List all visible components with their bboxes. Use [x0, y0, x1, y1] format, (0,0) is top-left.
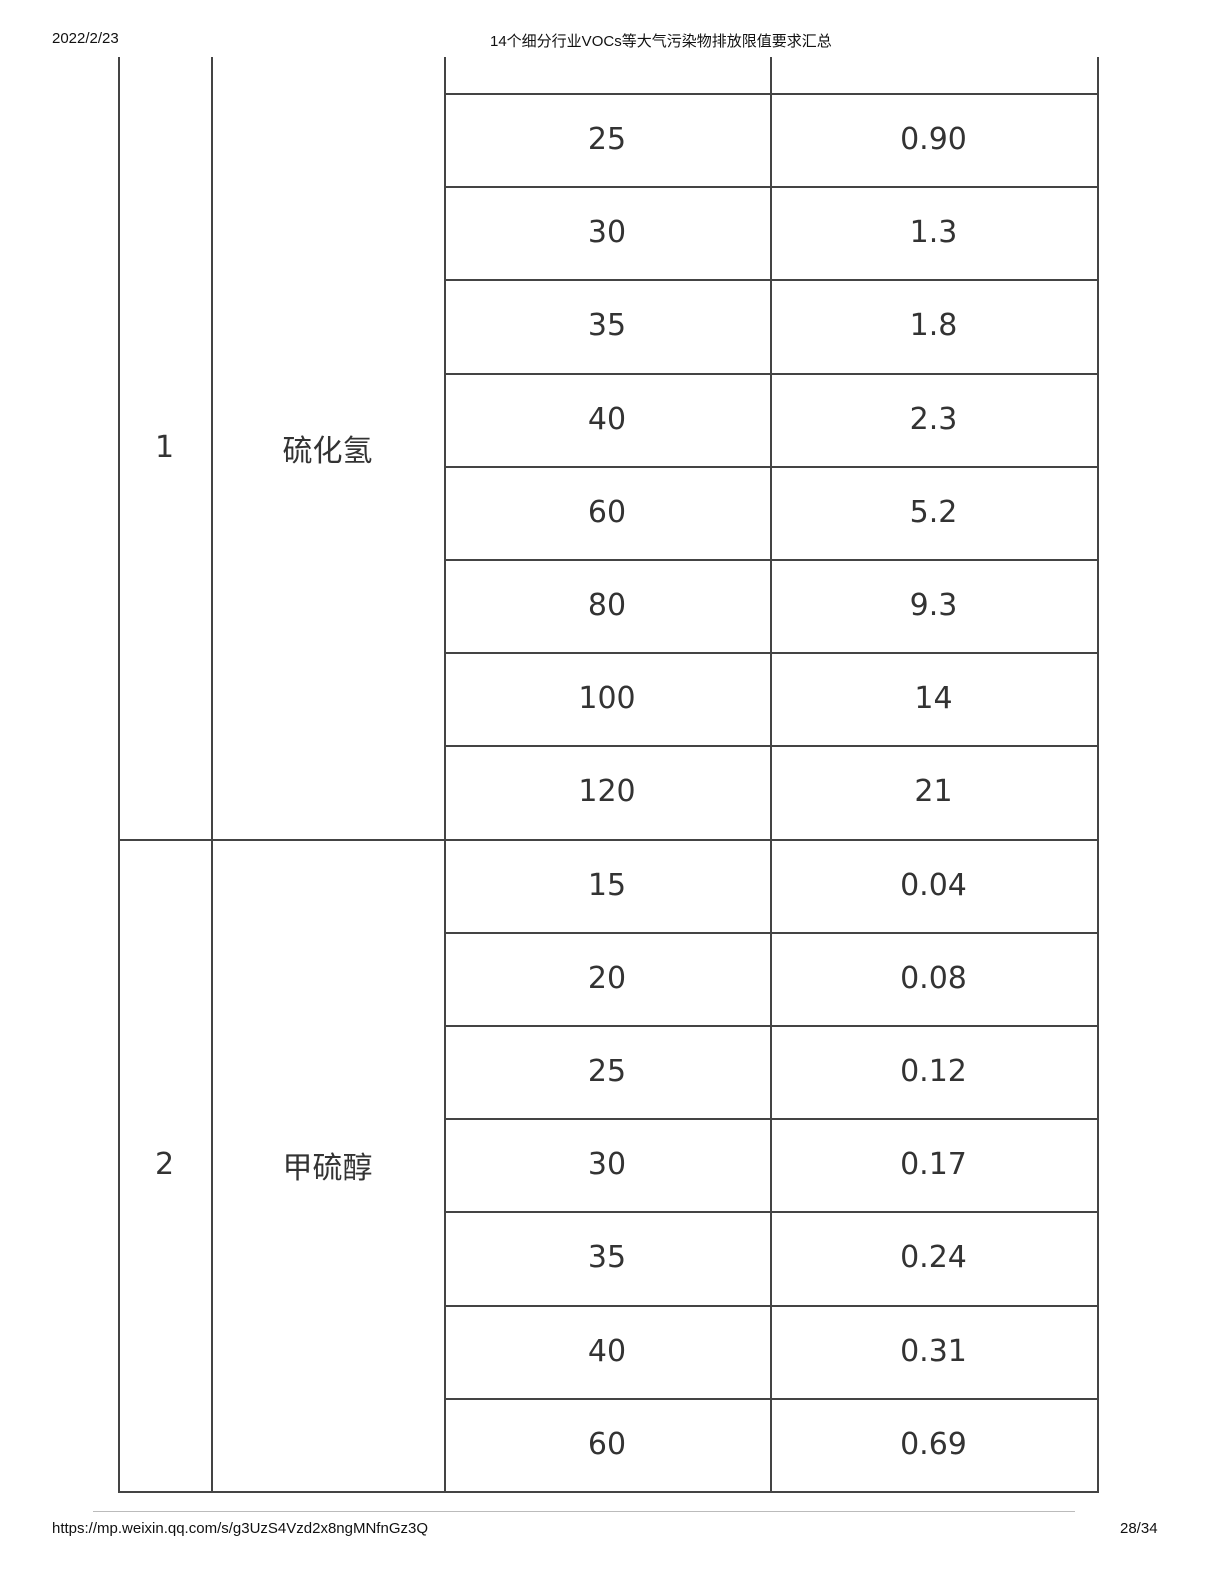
row-border [444, 652, 1099, 655]
emission-limit: 14 [914, 681, 953, 717]
print-date: 2022/2/23 [52, 30, 119, 47]
emission-limit: 0.90 [900, 122, 967, 158]
page-url[interactable]: https://mp.weixin.qq.com/s/g3UzS4Vzd2x8n… [52, 1520, 428, 1537]
column-border [118, 57, 120, 1492]
emission-limit: 0.24 [900, 1240, 967, 1276]
row-border [444, 93, 1099, 95]
stack-height: 25 [587, 1054, 627, 1090]
stack-height: 35 [587, 308, 627, 344]
column-border [1097, 57, 1099, 1492]
emission-limit: 0.08 [900, 960, 967, 996]
emission-limit: 21 [914, 774, 953, 810]
pollutant-name: 甲硫醇 [282, 1150, 373, 1186]
row-border [444, 465, 1099, 468]
stack-height: 120 [578, 774, 636, 810]
emission-limit: 1.8 [909, 308, 958, 344]
row-border [444, 1211, 1099, 1214]
emission-limit: 0.12 [900, 1054, 967, 1090]
row-border [444, 186, 1099, 189]
footer-divider [93, 1511, 1075, 1512]
column-border [770, 57, 772, 1492]
pollutant-name: 硫化氢 [282, 433, 373, 469]
stack-height: 35 [587, 1240, 627, 1276]
table-bottom-border [118, 1491, 1099, 1493]
emission-limit: 1.3 [909, 215, 958, 251]
emission-limit: 2.3 [909, 401, 958, 437]
row-border [444, 1118, 1099, 1121]
stack-height: 30 [587, 1147, 627, 1183]
row-border [444, 372, 1099, 375]
stack-height: 60 [587, 1426, 627, 1462]
row-border [444, 1304, 1099, 1307]
emission-limit: 0.04 [900, 867, 967, 903]
column-border [211, 57, 213, 1492]
stack-height: 60 [587, 494, 627, 530]
row-border [444, 279, 1099, 282]
emission-limit: 0.31 [900, 1333, 967, 1369]
row-border [444, 1397, 1099, 1400]
stack-height: 25 [587, 122, 627, 158]
page-title: 14个细分行业VOCs等大气污染物排放限值要求汇总 [490, 33, 832, 50]
stack-height: 40 [587, 401, 627, 437]
row-border [444, 1025, 1099, 1027]
emission-limit: 5.2 [909, 494, 958, 530]
row-border [444, 559, 1099, 561]
group-index: 1 [154, 430, 175, 466]
stack-height: 15 [587, 867, 627, 903]
stack-height: 100 [578, 681, 636, 717]
group-border [118, 838, 1099, 841]
emission-limit: 0.17 [900, 1147, 967, 1183]
column-border [444, 57, 446, 1492]
stack-height: 80 [587, 588, 627, 624]
emission-limit: 9.3 [909, 588, 958, 624]
row-border [444, 745, 1099, 748]
emission-limit: 0.69 [900, 1426, 967, 1462]
stack-height: 30 [587, 215, 627, 251]
stack-height: 20 [587, 960, 627, 996]
group-index: 2 [154, 1147, 175, 1183]
page-number: 28/34 [1120, 1520, 1158, 1537]
row-border [444, 931, 1099, 934]
stack-height: 40 [587, 1333, 627, 1369]
